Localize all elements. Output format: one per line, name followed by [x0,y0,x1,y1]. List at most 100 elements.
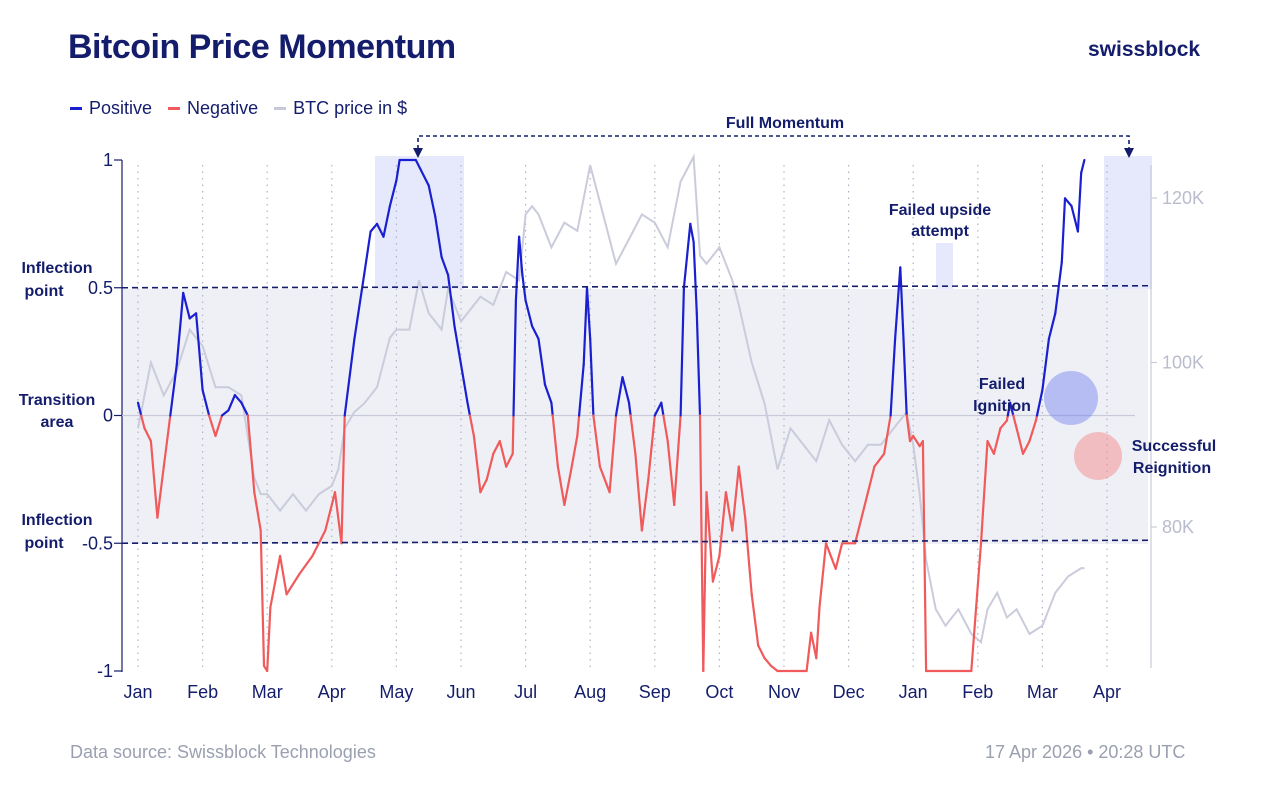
legend-swatch-positive [70,107,82,110]
momentum-positive-segment [1063,197,1073,208]
momentum-negative-segment [511,414,515,455]
momentum-negative-segment [333,491,343,545]
momentum-positive-segment [692,240,698,315]
momentum-negative-segment [492,440,501,455]
momentum-negative-segment [563,470,572,506]
x-tick-label: May [379,682,413,702]
momentum-positive-segment [682,222,692,289]
momentum-negative-segment [763,657,773,668]
momentum-positive-segment [466,401,471,417]
chart-title: Bitcoin Price Momentum [68,28,456,66]
momentum-negative-segment [340,414,346,545]
momentum-positive-segment [582,286,589,366]
momentum-negative-segment [592,414,602,468]
momentum-negative-segment [815,605,821,660]
lower-inflection-line [121,539,1149,545]
momentum-positive-segment [1047,312,1057,340]
momentum-positive-segment [369,222,379,233]
momentum-negative-segment [156,465,165,519]
legend-swatch-negative [168,107,181,110]
left-y-tick-label: -1 [97,661,113,681]
momentum-negative-segment [162,414,172,468]
momentum-negative-segment [640,478,650,532]
momentum-negative-segment [149,440,159,519]
momentum-negative-segment [724,491,734,532]
momentum-negative-segment [921,440,928,673]
x-tick-label: Apr [1093,682,1121,702]
momentum-negative-segment [266,605,272,673]
reignition-circle [1074,432,1122,480]
x-tick-label: Dec [833,682,865,702]
momentum-positive-segment [459,363,469,404]
momentum-negative-segment [757,644,766,660]
momentum-lines [136,158,1086,673]
momentum-negative-segment [1015,427,1025,455]
annotation-failed-upside-line1: Failed upside [889,202,991,219]
momentum-negative-segment [1012,414,1018,430]
momentum-negative-segment [882,414,892,455]
momentum-positive-segment [1054,261,1063,315]
momentum-positive-segment [136,401,143,417]
momentum-positive-segment [889,337,897,417]
momentum-negative-segment [505,452,514,468]
momentum-negative-segment [979,440,989,545]
momentum-negative-segment [1021,440,1031,455]
annotation-failed-ignition-line1: Failed [979,376,1025,393]
momentum-negative-segment [737,465,747,519]
x-axis-ticks: Jan Feb Mar Apr May Jun Jul Aug Sep Oct Nov Dec Jan F… [123,682,1121,702]
left-y-tick-label: -0.5 [82,533,113,553]
momentum-positive-segment [388,179,398,208]
x-tick-label: Aug [574,682,606,702]
momentum-positive-segment [453,325,463,366]
momentum-positive-segment [679,286,686,417]
momentum-negative-segment [662,414,669,443]
full-momentum-band-apr [1104,156,1152,289]
momentum-positive-segment [195,312,204,392]
annotation-failed-upside-line2: attempt [911,223,969,240]
momentum-negative-segment [999,419,1009,430]
momentum-positive-segment [175,291,185,366]
x-tick-label: Mar [252,682,283,702]
annotation-inflection-lower-line2: point [24,535,64,552]
momentum-negative-segment [279,554,288,596]
left-y-tick-label: 0.5 [88,278,113,298]
momentum-negative-segment [629,414,637,455]
x-tick-label: Feb [187,682,218,702]
annotation-failed-ignition-line2: Ignition [973,398,1031,415]
momentum-negative-segment [698,414,705,673]
momentum-positive-segment [589,337,595,417]
momentum-positive-segment [440,256,450,277]
momentum-negative-segment [285,572,301,596]
momentum-negative-segment [551,414,560,468]
momentum-negative-segment [912,434,921,448]
momentum-negative-segment [805,631,813,673]
momentum-positive-segment [614,376,624,417]
transition-area-band [122,289,1148,544]
momentum-negative-segment [809,631,818,660]
x-tick-label: Jan [899,682,928,702]
right-y-tick-label: 80K [1162,517,1194,537]
momentum-negative-segment [853,491,870,545]
momentum-negative-segment [468,414,475,437]
annotation-reignition-line1: Successful [1132,438,1216,455]
momentum-positive-segment [227,394,236,412]
full-momentum-arrow-right [1124,148,1134,158]
momentum-positive-segment [689,222,695,243]
momentum-negative-segment [498,440,508,468]
momentum-positive-segment [169,363,178,417]
momentum-negative-segment [673,414,682,506]
left-y-tick-label: 0 [103,406,113,426]
momentum-positive-segment [653,401,663,417]
momentum-negative-segment [731,465,740,532]
x-tick-label: Sep [639,682,671,702]
momentum-positive-segment [1008,401,1015,417]
data-source: Data source: Swissblock Technologies [70,742,376,762]
momentum-negative-segment [485,452,495,481]
momentum-negative-segment [824,542,837,570]
legend-label-negative: Negative [187,98,259,118]
momentum-negative-segment [311,529,327,558]
full-momentum-arrow-left [413,148,423,158]
momentum-negative-segment [214,414,224,437]
legend-item-negative: Negative [168,98,258,119]
